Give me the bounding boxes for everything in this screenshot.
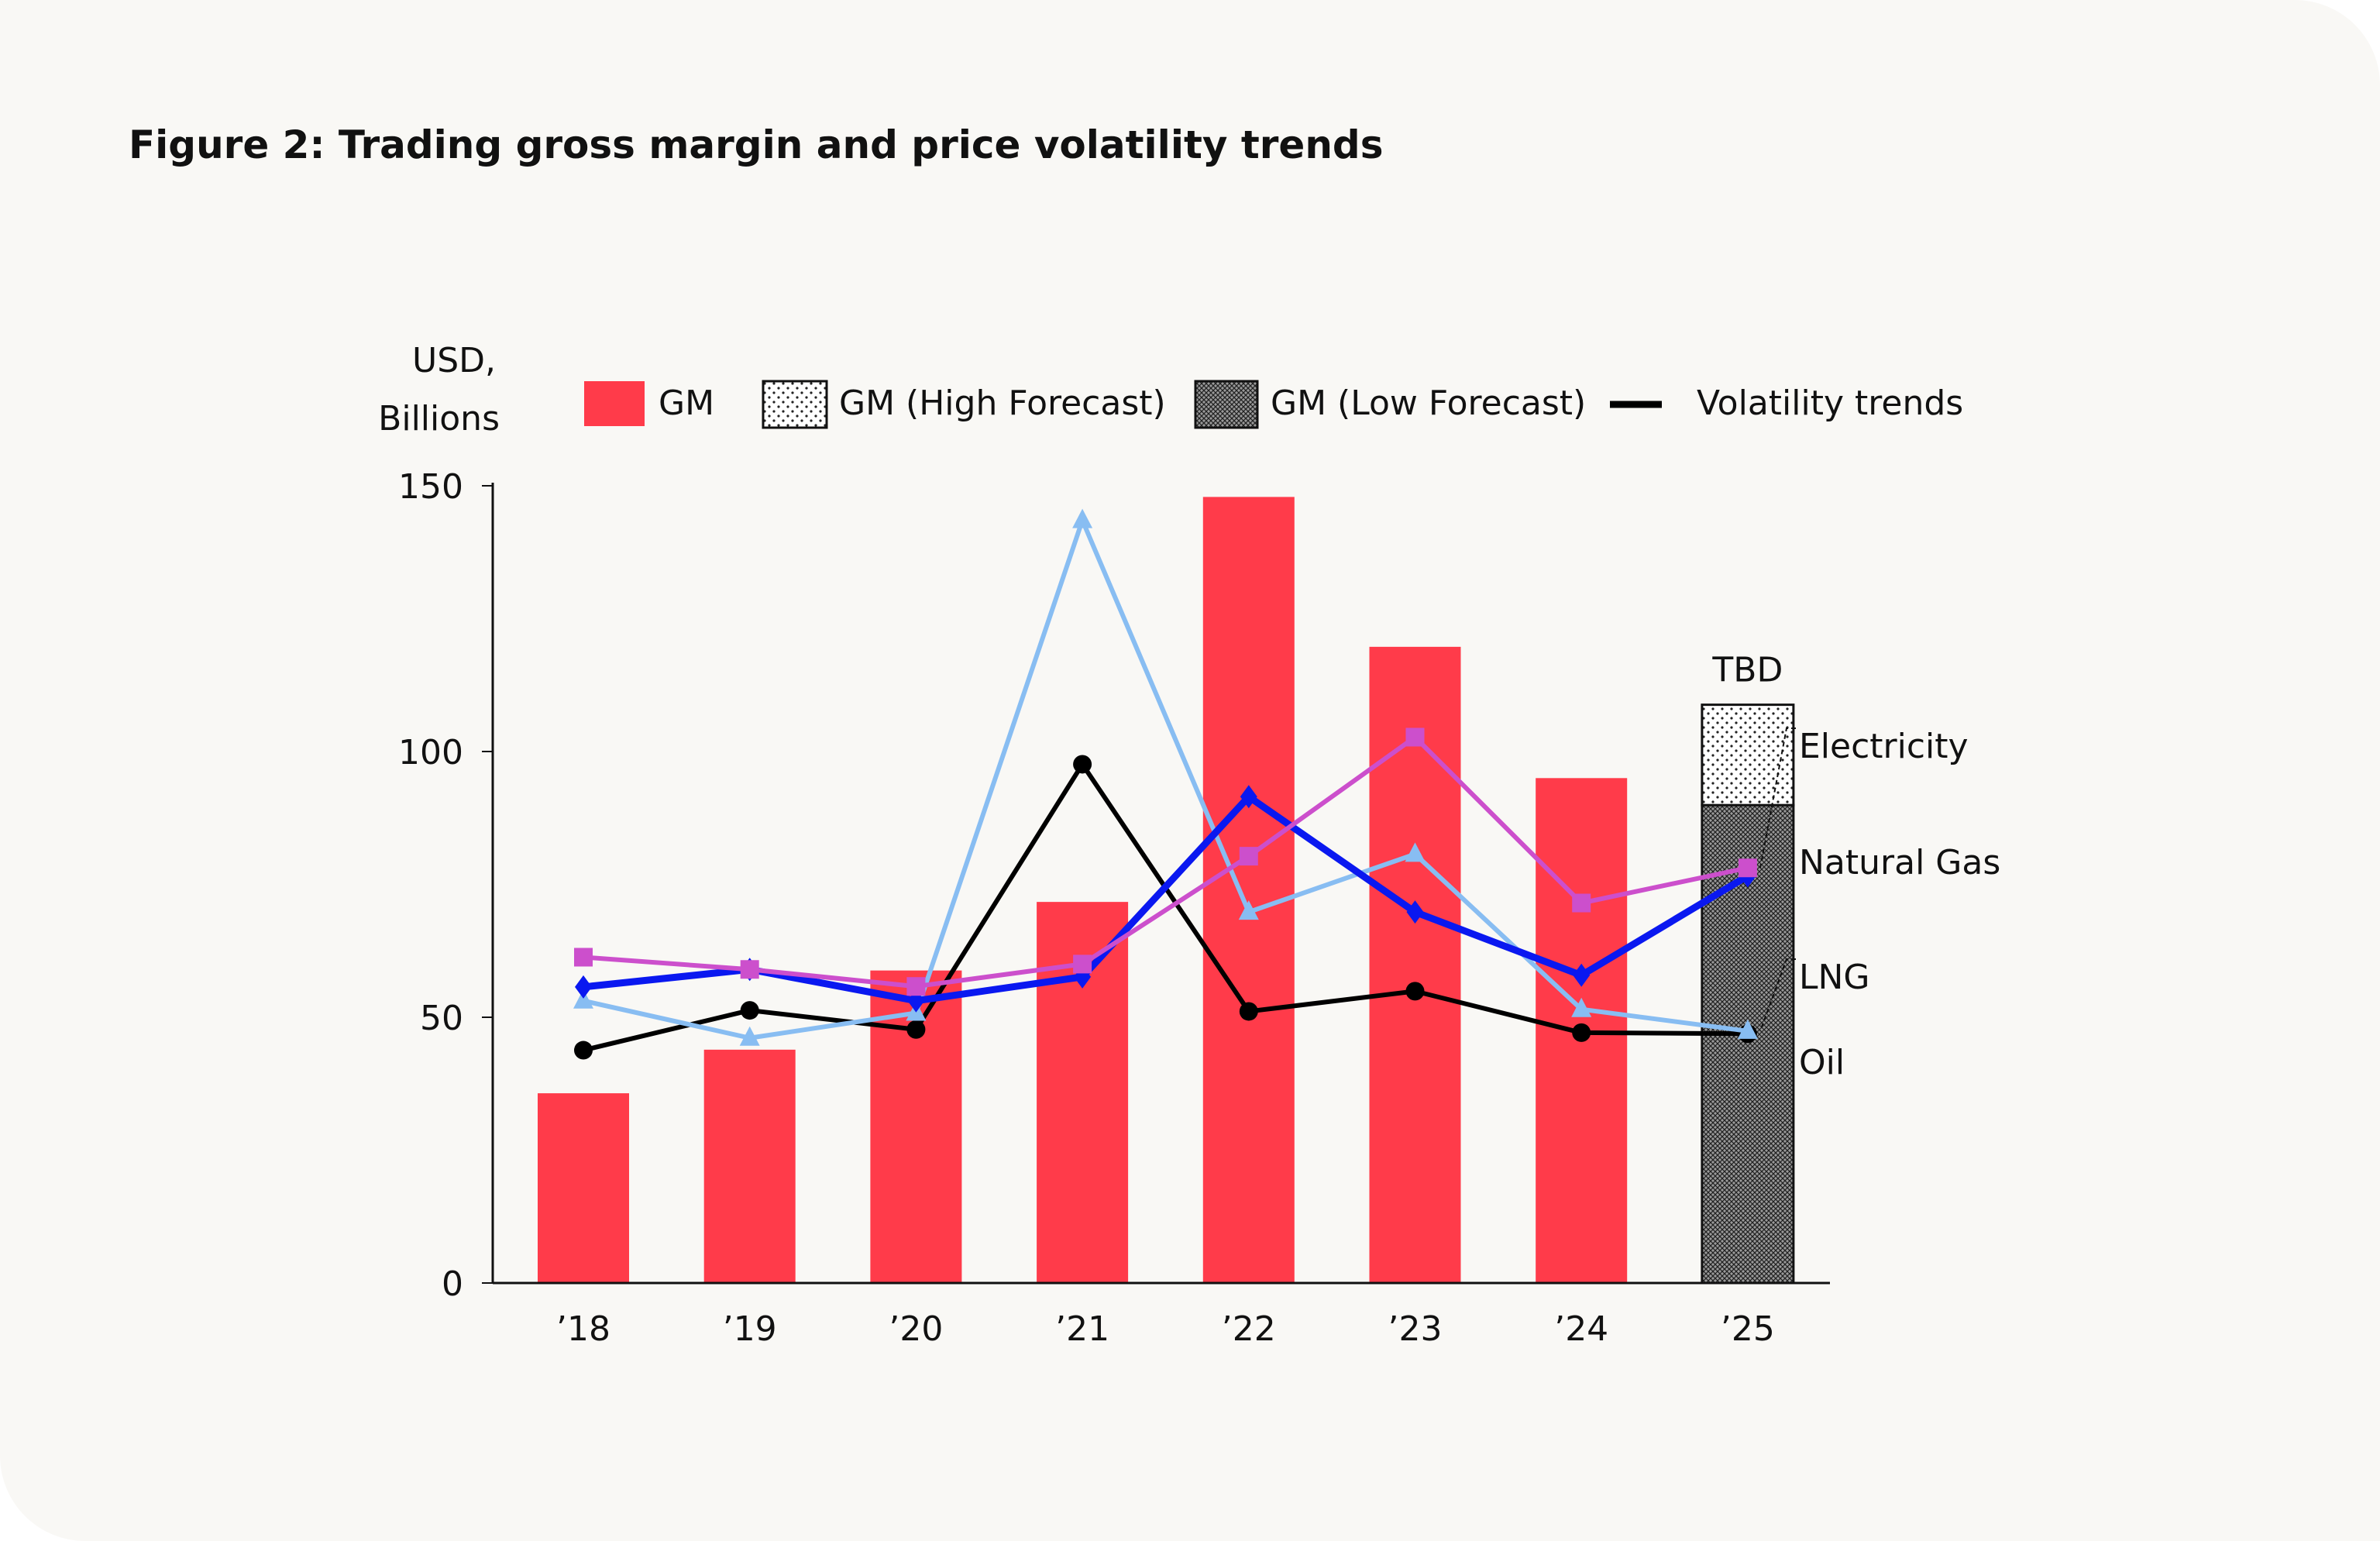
x-tick-label: ’23 xyxy=(1388,1309,1443,1349)
marker-oil xyxy=(906,1020,926,1039)
legend-label-low-forecast: GM (Low Forecast) xyxy=(1271,384,1586,423)
marker-natural-gas xyxy=(575,975,592,999)
y-axis-label-line1: USD, xyxy=(412,341,496,380)
marker-lng xyxy=(1571,997,1592,1017)
marker-lng xyxy=(1072,508,1093,528)
legend-swatch-high-forecast xyxy=(762,380,828,429)
marker-electricity xyxy=(1239,847,1258,866)
x-tick-label: ’18 xyxy=(556,1309,610,1349)
legend-label-volatility: Volatility trends xyxy=(1697,384,1963,423)
bar-gm-high-forecast xyxy=(1701,703,1795,807)
y-tick-label: 50 xyxy=(420,999,463,1038)
chart-title: Figure 2: Trading gross margin and price… xyxy=(129,122,1383,167)
series-label-electricity: Electricity xyxy=(1799,727,1969,766)
legend-label-gm: GM xyxy=(659,384,714,423)
y-axis-label-line2: Billions xyxy=(378,399,500,439)
marker-oil xyxy=(1572,1023,1591,1042)
y-tick-label: 150 xyxy=(398,467,463,507)
marker-lng xyxy=(1405,842,1426,862)
bar-gm xyxy=(1202,497,1295,1283)
marker-lng xyxy=(739,1026,760,1046)
series-line-natural-gas xyxy=(583,793,1750,1005)
leader-line xyxy=(1759,728,1796,869)
marker-natural-gas xyxy=(1406,900,1424,924)
x-tick-label: ’24 xyxy=(1554,1309,1608,1349)
marker-oil xyxy=(740,1001,759,1020)
marker-lng xyxy=(573,989,593,1009)
marker-oil xyxy=(1239,1002,1258,1021)
marker-electricity xyxy=(574,948,593,967)
series-line-electricity xyxy=(583,734,1749,989)
marker-natural-gas xyxy=(1573,963,1591,987)
bar-gm xyxy=(1369,646,1461,1283)
marker-electricity xyxy=(740,960,759,979)
marker-lng xyxy=(1737,1019,1758,1039)
series-label-oil: Oil xyxy=(1799,1043,1845,1082)
marker-electricity xyxy=(1405,728,1425,747)
leader-line xyxy=(1759,958,1796,1032)
series-line-lng xyxy=(583,518,1749,1041)
y-tick-label: 0 xyxy=(442,1264,463,1304)
marker-electricity xyxy=(906,977,926,996)
legend-label-high-forecast: GM (High Forecast) xyxy=(839,384,1166,423)
marker-electricity xyxy=(1572,893,1591,913)
bar-gm xyxy=(703,1049,796,1283)
marker-oil xyxy=(1073,755,1092,774)
forecast-tbd-label: TBD xyxy=(1711,651,1783,690)
legend-swatch-gm xyxy=(584,381,645,426)
marker-oil xyxy=(574,1041,593,1060)
marker-oil xyxy=(1405,982,1425,1001)
series-label-lng: LNG xyxy=(1799,958,1870,997)
x-tick-label: ’20 xyxy=(889,1309,943,1349)
legend: GM GM (High Forecast) GM (Low Forecast) … xyxy=(584,380,1963,429)
bar-gm xyxy=(538,1093,629,1283)
marker-lng xyxy=(1238,900,1259,920)
series-label-natural-gas: Natural Gas xyxy=(1799,843,2000,882)
y-tick-label: 100 xyxy=(398,733,463,772)
x-tick-label: ’21 xyxy=(1055,1309,1109,1349)
x-tick-label: ’22 xyxy=(1222,1309,1276,1349)
x-tick-label: ’25 xyxy=(1721,1309,1775,1349)
marker-natural-gas xyxy=(1240,785,1257,809)
marker-electricity xyxy=(1738,858,1757,878)
x-tick-label: ’19 xyxy=(723,1309,777,1349)
legend-swatch-low-forecast xyxy=(1194,380,1259,429)
marker-electricity xyxy=(1073,955,1092,974)
